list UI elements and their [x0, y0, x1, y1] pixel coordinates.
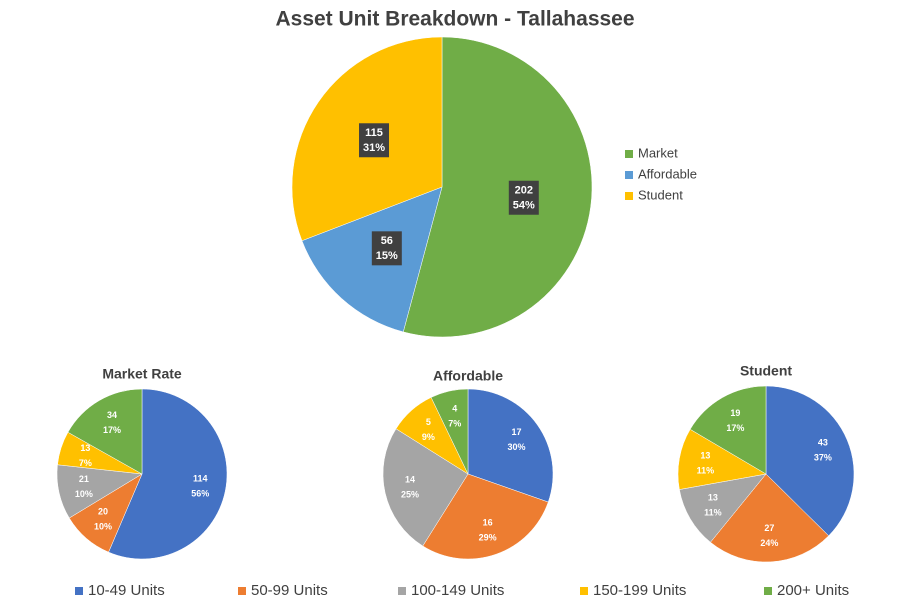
data-label-percent: 10% — [75, 489, 93, 499]
data-label-percent: 9% — [422, 432, 435, 442]
data-label-value: 5 — [426, 417, 431, 427]
legend-label: Affordable — [638, 166, 697, 181]
data-label-value: 13 — [708, 493, 718, 503]
data-label-percent: 11% — [704, 508, 722, 518]
data-label-value: 27 — [764, 523, 774, 533]
data-label-percent: 31% — [363, 142, 385, 154]
pie-slice — [67, 388, 143, 475]
pie-slice — [382, 428, 469, 547]
chart-title: Asset Unit Breakdown - Tallahassee — [275, 8, 634, 31]
data-label-percent: 56% — [191, 488, 209, 498]
pie-slice — [430, 388, 469, 475]
data-label-value: 34 — [107, 410, 117, 420]
data-label-percent: 24% — [760, 538, 778, 548]
pie-slice — [710, 473, 830, 563]
pie-slice — [689, 385, 767, 475]
data-label-percent: 54% — [513, 200, 535, 212]
data-label-percent: 11% — [697, 465, 715, 475]
data-label-value: 56 — [381, 235, 393, 247]
data-label-value: 202 — [515, 185, 533, 197]
data-label-value: 13 — [700, 450, 710, 460]
legend-swatch — [625, 171, 633, 179]
data-label-value: 17 — [512, 427, 522, 437]
legend-swatch — [625, 150, 633, 158]
data-label-box — [508, 180, 539, 215]
pie-title: Market Rate — [102, 366, 182, 382]
data-label-percent: 37% — [814, 453, 832, 463]
data-label-percent: 15% — [376, 250, 398, 262]
pie-slice — [467, 388, 554, 503]
legend-label: Student — [638, 187, 683, 202]
legend-swatch — [764, 587, 772, 595]
pie-slice — [108, 388, 228, 560]
data-label-value: 20 — [98, 506, 108, 516]
data-label-percent: 7% — [448, 418, 461, 428]
legend-label: 150-199 Units — [593, 582, 686, 599]
pie-slice — [422, 473, 549, 560]
legend-label: 10-49 Units — [88, 582, 165, 599]
data-label-box — [371, 231, 402, 266]
data-label-percent: 25% — [401, 490, 419, 500]
data-label-value: 4 — [452, 403, 457, 413]
legend-label: 50-99 Units — [251, 582, 328, 599]
data-label-percent: 29% — [479, 533, 497, 543]
data-label-percent: 7% — [79, 458, 92, 468]
legend-label: 100-149 Units — [411, 582, 504, 599]
legend-swatch — [580, 587, 588, 595]
legend-label: Market — [638, 145, 678, 160]
data-label-box — [359, 123, 390, 158]
data-label-value: 13 — [80, 443, 90, 453]
data-label-value: 21 — [79, 474, 89, 484]
legend-swatch — [398, 587, 406, 595]
legend-label: 200+ Units — [777, 582, 849, 599]
pie-title: Affordable — [433, 368, 503, 384]
legend-swatch — [625, 192, 633, 200]
data-label-value: 115 — [365, 127, 383, 139]
pie-title: Student — [740, 363, 792, 379]
data-label-percent: 30% — [508, 442, 526, 452]
data-label-percent: 17% — [103, 425, 121, 435]
data-label-value: 14 — [405, 475, 415, 485]
data-label-percent: 10% — [94, 521, 112, 531]
data-label-value: 43 — [818, 438, 828, 448]
legend-swatch — [75, 587, 83, 595]
data-label-percent: 17% — [726, 423, 744, 433]
pie-slice — [402, 36, 593, 338]
legend-swatch — [238, 587, 246, 595]
data-label-value: 16 — [483, 518, 493, 528]
data-label-value: 19 — [730, 408, 740, 418]
pie-slice — [765, 385, 855, 537]
data-label-value: 114 — [193, 473, 208, 483]
